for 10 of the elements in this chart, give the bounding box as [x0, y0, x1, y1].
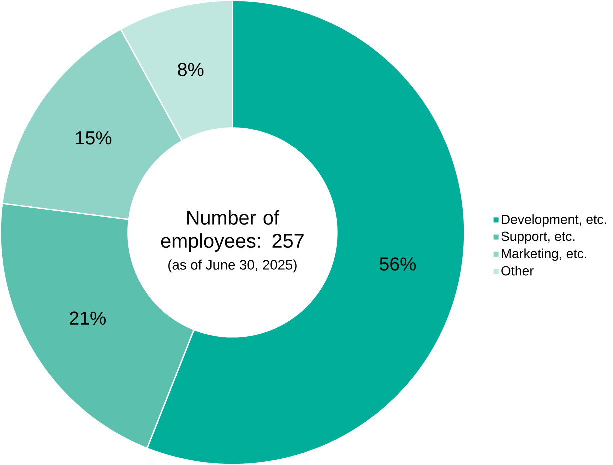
legend-label: Development, etc. — [502, 214, 606, 227]
legend-label: Support, etc. — [502, 232, 575, 244]
data-label: 15% — [76, 131, 112, 145]
text: (as of June 30, 2025) — [168, 260, 297, 272]
data-label: 21% — [70, 312, 106, 325]
data-label: 56% — [380, 257, 416, 271]
data-label: 8% — [178, 62, 204, 76]
text: Number of employees: 257 — [161, 210, 304, 252]
legend-label: Other — [502, 266, 534, 276]
legend-label: Marketing, etc. — [502, 248, 586, 261]
